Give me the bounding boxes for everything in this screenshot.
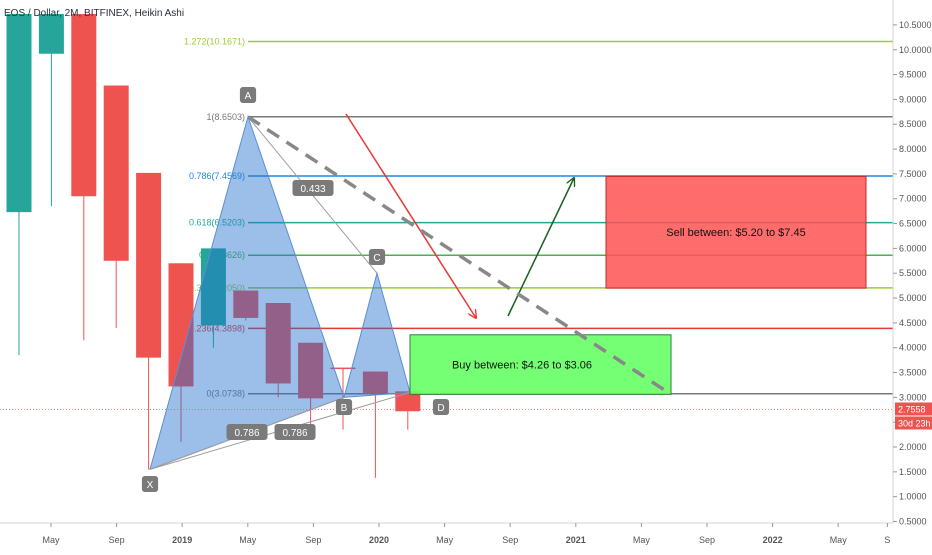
x-tick-label: Sep [502, 535, 518, 545]
x-tick-label: 2019 [172, 535, 192, 545]
pattern-point-label: C [368, 249, 386, 265]
pattern-point-label-text: C [373, 253, 380, 264]
x-tick-label: May [830, 535, 848, 545]
candle-body [233, 290, 259, 318]
y-tick-label: 1.5000 [899, 467, 927, 477]
x-tick-label: 2022 [763, 535, 783, 545]
x-tick-label: 2020 [369, 535, 389, 545]
y-tick-label: 9.0000 [899, 94, 927, 104]
x-tick-label: May [42, 535, 60, 545]
pattern-point-label-text: X [147, 480, 154, 491]
pattern-point-label: B [335, 399, 353, 415]
buy-zone [409, 334, 672, 395]
candle-body [298, 342, 324, 399]
pattern-labels-layer: X A B C D 0.433 0.786 0.786 [141, 87, 450, 492]
fib-level-label: 1.272(10.1671) [184, 36, 245, 46]
last-price-value: 2.7558 [898, 404, 926, 414]
y-tick-label: 9.5000 [899, 70, 927, 80]
sell-zone [605, 175, 867, 289]
y-tick-label: 1.0000 [899, 492, 927, 502]
pattern-point-label-bg [432, 399, 450, 415]
x-tick-label: May [436, 535, 454, 545]
x-tick-label: May [239, 535, 257, 545]
fib-level-label: 0(3.0738) [206, 389, 245, 399]
y-tick-label: 10.0000 [899, 45, 932, 55]
candle-body [71, 14, 97, 197]
y-tick-label: 5.0000 [899, 293, 927, 303]
candle-body [200, 248, 226, 326]
pattern-point-label-bg [368, 249, 386, 265]
pattern-point-label: D [432, 399, 450, 415]
fib-level-label: 0.618(6.5203) [189, 218, 245, 228]
x-tick-label: 2021 [566, 535, 586, 545]
candle-body [362, 371, 388, 394]
arrows-layer [247, 113, 669, 394]
candle-body [6, 14, 32, 213]
fib-level-label: 1(8.6503) [206, 112, 245, 122]
sell-zone-label: Sell between: $5.20 to $7.45 [666, 227, 805, 239]
pattern-ratio-label: 0.786 [226, 424, 268, 440]
y-tick-label: 6.5000 [899, 219, 927, 229]
pattern-point-label-text: B [341, 403, 348, 414]
pattern-point-label-bg [239, 87, 257, 103]
pattern-point-label-text: D [437, 403, 444, 414]
pattern-point-label: X [141, 476, 159, 492]
candle-body [38, 14, 64, 54]
buy-zone-label: Buy between: $4.26 to $3.06 [452, 360, 592, 372]
y-tick-label: 3.5000 [899, 368, 927, 378]
candle-body [330, 367, 356, 370]
y-tick-label: 7.0000 [899, 194, 927, 204]
candle-body [265, 303, 291, 384]
candle-body [136, 172, 162, 358]
pattern-ratio-label: 0.786 [274, 424, 316, 440]
y-tick-label: 7.5000 [899, 169, 927, 179]
candles-layer [6, 14, 421, 478]
y-tick-label: 0.5000 [899, 517, 927, 527]
countdown-tag [895, 416, 932, 430]
red-down-arrow [345, 113, 476, 318]
x-tick-label: Sep [699, 535, 715, 545]
chart-title: EOS / Dollar, 2M, BITFINEX, Heikin Ashi [4, 8, 184, 19]
x-tick-label: S [884, 535, 890, 545]
candle-body [168, 263, 194, 387]
pattern-point-label-bg [335, 399, 353, 415]
candle-body [395, 391, 421, 412]
trade-zones-layer: Sell between: $5.20 to $7.45 Buy between:… [0, 175, 893, 410]
pattern-triangle-bcd [343, 271, 411, 398]
pattern-point-label-bg [141, 476, 159, 492]
fib-level-label: 0.786(7.4569) [189, 171, 245, 181]
pattern-ratio-label-bg [292, 180, 334, 196]
pattern-ratio-label: 0.433 [292, 180, 334, 196]
pattern-ratio-label-bg [226, 424, 268, 440]
y-tick-label: 5.5000 [899, 268, 927, 278]
pattern-ratio-label-text: 0.786 [234, 428, 259, 439]
y-tick-label: 4.0000 [899, 343, 927, 353]
pattern-ratio-label-bg [274, 424, 316, 440]
y-tick-label: 10.5000 [899, 20, 932, 30]
y-tick-label: 3.0000 [899, 392, 927, 402]
dashed-trend-line [247, 115, 669, 394]
fib-level-label: 0.236(4.3898) [189, 323, 245, 333]
pattern-point-label: A [239, 87, 257, 103]
pattern-point-label-text: A [245, 91, 252, 102]
y-tick-label: 8.0000 [899, 144, 927, 154]
x-tick-label: May [633, 535, 651, 545]
y-tick-label: 8.5000 [899, 119, 927, 129]
countdown-value: 30d 23h [898, 418, 931, 428]
y-tick-label: 4.5000 [899, 318, 927, 328]
y-tick-label: 6.0000 [899, 243, 927, 253]
y-tick-label: 2.0000 [899, 442, 927, 452]
x-tick-label: Sep [305, 535, 321, 545]
pattern-ratio-label-text: 0.786 [282, 428, 307, 439]
x-tick-label: Sep [109, 535, 125, 545]
last-price-tag [895, 402, 932, 416]
pattern-ratio-label-text: 0.433 [300, 184, 325, 195]
candle-body [103, 85, 129, 261]
